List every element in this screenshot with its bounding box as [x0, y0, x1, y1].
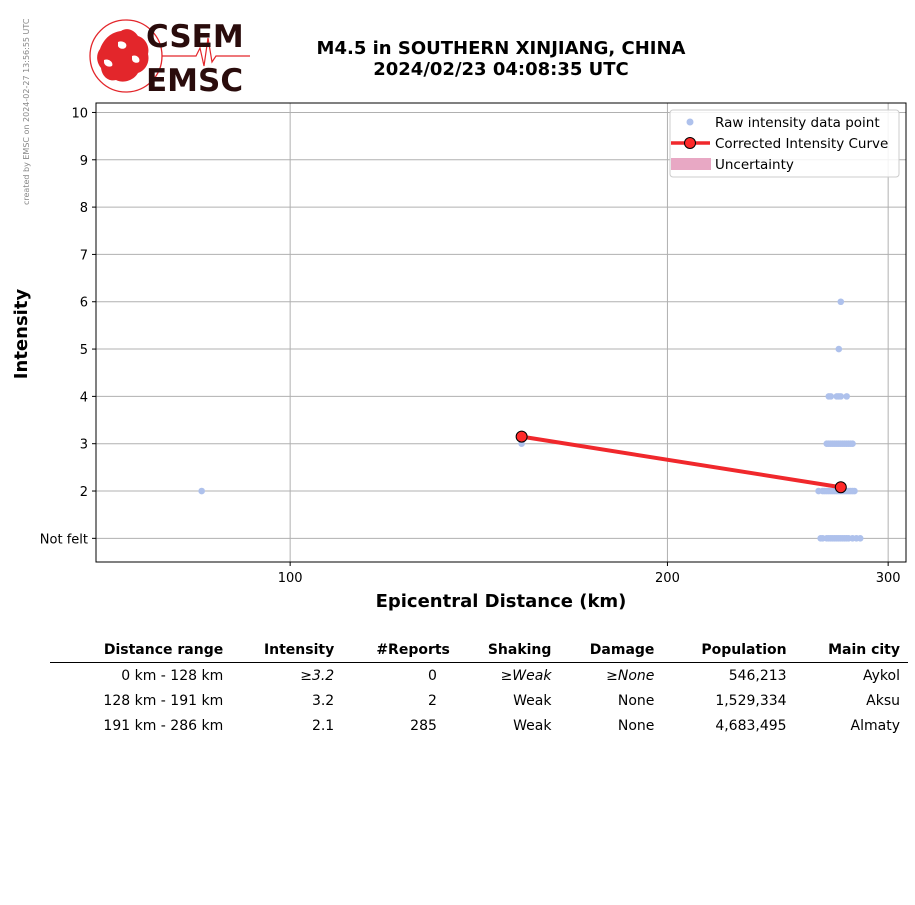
y-tick-label: 8 [80, 201, 88, 216]
y-tick-label: 10 [71, 106, 88, 121]
cell-population: 1,529,334 [715, 692, 787, 709]
cell-shaking: Weak [513, 692, 552, 709]
cell-distance-range: 191 km - 286 km [103, 717, 224, 734]
cell-main-city: Aksu [866, 692, 900, 709]
raw-points-layer [198, 298, 864, 542]
y-tick-label: 7 [80, 248, 88, 263]
cell-intensity: 3.2 [311, 692, 335, 709]
plot-frame [95, 102, 907, 563]
logo-text-csem: CSEM [146, 19, 244, 55]
raw-intensity-point [837, 393, 845, 400]
legend-label-uncertainty: Uncertainty [715, 157, 794, 173]
cell-shaking: ≥Weak [500, 667, 552, 684]
raw-intensity-point [851, 487, 858, 495]
col-header-distance-range: Distance range [50, 640, 232, 663]
cell-damage: ≥None [606, 667, 655, 684]
col-header-main-city: Main city [794, 640, 908, 663]
table-row: 0 km - 128 km ≥3.2 0 ≥Weak ≥None 546,213… [50, 663, 908, 689]
cell-distance-range: 0 km - 128 km [121, 667, 224, 684]
raw-intensity-point [835, 345, 843, 353]
intensity-summary-table: Distance range Intensity #Reports Shakin… [50, 640, 908, 738]
legend-label-curve: Corrected Intensity Curve [715, 136, 888, 152]
raw-intensity-point [198, 487, 205, 495]
cell-main-city: Almaty [850, 717, 900, 734]
cell-damage: None [617, 692, 655, 709]
cell-shaking: Weak [513, 717, 552, 734]
raw-intensity-point [856, 535, 864, 542]
y-tick-label: 5 [80, 343, 88, 358]
x-axis-label: Epicentral Distance (km) [376, 591, 627, 612]
cell-reports: 0 [427, 667, 437, 684]
y-tick-label: 2 [80, 485, 88, 500]
legend: Raw intensity data point Corrected Inten… [669, 109, 900, 178]
raw-intensity-point [849, 440, 856, 448]
chart-title: M4.5 in SOUTHERN XINJIANG, CHINA 2024/02… [300, 38, 702, 80]
y-tick-label: Not felt [40, 532, 88, 547]
x-tick-label: 200 [655, 571, 680, 586]
col-header-reports: #Reports [342, 640, 458, 663]
cell-main-city: Aykol [863, 667, 900, 684]
cell-distance-range: 128 km - 191 km [103, 692, 224, 709]
curve-marker [515, 430, 528, 443]
curve-marker [834, 481, 847, 494]
col-header-shaking: Shaking [457, 640, 560, 663]
intensity-chart: Not felt 2 3 4 5 6 7 8 9 10 100 200 300 Epicentral D… [11, 102, 907, 612]
chart-title-line2: 2024/02/23 04:08:35 UTC [373, 59, 629, 80]
cell-reports: 2 [427, 692, 437, 709]
col-header-population: Population [662, 640, 795, 663]
cell-intensity: ≥3.2 [300, 667, 335, 684]
cell-population: 546,213 [728, 667, 787, 684]
cell-damage: None [617, 717, 655, 734]
col-header-intensity: Intensity [231, 640, 343, 663]
cell-population: 4,683,495 [715, 717, 787, 734]
chart-title-line1: M4.5 in SOUTHERN XINJIANG, CHINA [316, 38, 686, 59]
curve-layer [515, 430, 847, 494]
table-header-row: Distance range Intensity #Reports Shakin… [50, 640, 908, 663]
legend-label-raw: Raw intensity data point [715, 115, 880, 131]
csem-emsc-logo: CSEM EMSC [89, 19, 250, 99]
col-header-damage: Damage [559, 640, 663, 663]
legend-uncertainty-swatch [671, 158, 711, 170]
legend-curve-marker [684, 137, 696, 149]
y-axis-label: Intensity [11, 289, 32, 380]
raw-intensity-point [827, 393, 835, 400]
y-tick-label: 6 [80, 296, 88, 311]
table-row: 128 km - 191 km 3.2 2 Weak None 1,529,33… [50, 688, 908, 713]
legend-box [669, 109, 900, 178]
table-row: 191 km - 286 km 2.1 285 Weak None 4,683,… [50, 713, 908, 738]
x-tick-label: 100 [278, 571, 303, 586]
y-tick-label: 4 [80, 390, 88, 405]
x-tick-label: 300 [876, 571, 901, 586]
axis-ticks: Not felt 2 3 4 5 6 7 8 9 10 100 200 300 [40, 106, 901, 586]
raw-intensity-point [843, 393, 850, 400]
y-tick-label: 3 [80, 438, 88, 453]
cell-reports: 285 [410, 717, 437, 734]
y-tick-label: 9 [80, 154, 88, 169]
legend-raw-marker [686, 118, 694, 126]
corrected-intensity-curve [521, 434, 842, 490]
raw-intensity-point [837, 298, 845, 306]
logo-text-emsc: EMSC [146, 63, 243, 99]
cell-intensity: 2.1 [311, 717, 335, 734]
